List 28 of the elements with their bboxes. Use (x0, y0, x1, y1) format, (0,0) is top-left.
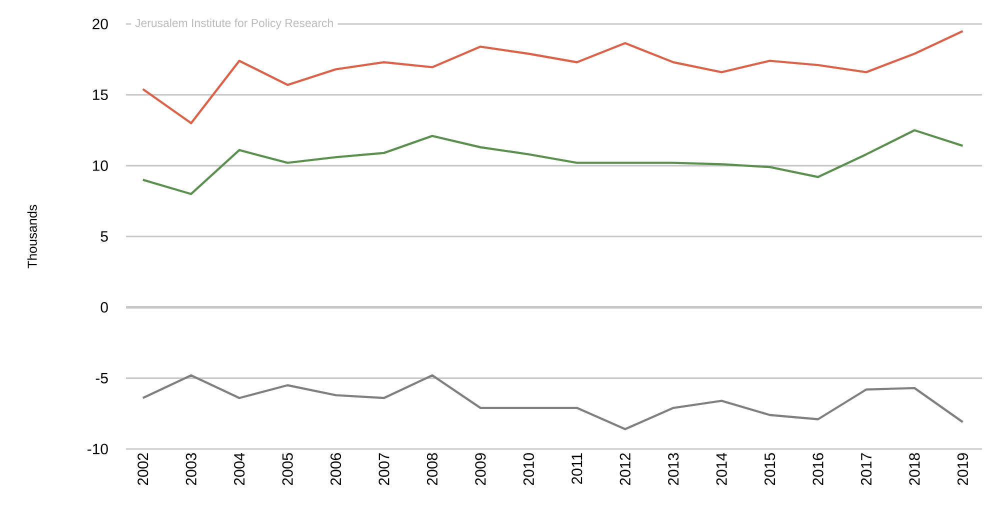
x-tick-label: 2017 (860, 453, 872, 486)
x-tick-label: 2003 (186, 453, 196, 486)
x-tick-label: 2004 (234, 452, 245, 486)
x-tick-label: 2008 (426, 453, 438, 486)
x-tick-label: 2016 (812, 453, 824, 486)
x-tick-label: 2005 (282, 453, 293, 486)
x-tick-label: 2010 (523, 453, 534, 486)
y-tick-label: 20 (92, 18, 108, 30)
x-tick-label: 2002 (138, 453, 148, 486)
y-tick-label: 0 (100, 302, 108, 313)
line-series (142, 30, 964, 124)
y-tick-label: 5 (100, 231, 108, 242)
x-tick-label: 2009 (475, 453, 486, 486)
y-tick-label: 15 (93, 90, 108, 100)
y-tick-label: 10 (93, 160, 108, 171)
x-tick-label: 2006 (330, 453, 342, 486)
x-tick-label: 2019 (957, 453, 968, 486)
y-axis-title: Thousands (27, 204, 37, 268)
x-tick-label: 2014 (716, 452, 727, 486)
y-tick-label: -5 (96, 372, 108, 384)
x-tick-label: 2011 (572, 453, 582, 484)
x-tick-label: 2015 (764, 453, 776, 486)
annotation: Jerusalem Institute for Policy Research (135, 18, 333, 30)
x-tick-label: 2013 (668, 453, 679, 486)
x-tick-label: 2018 (909, 453, 920, 486)
y-tick-label: -10 (88, 444, 108, 454)
x-tick-label: 2012 (620, 453, 630, 486)
x-tick-label: 2007 (378, 453, 390, 486)
